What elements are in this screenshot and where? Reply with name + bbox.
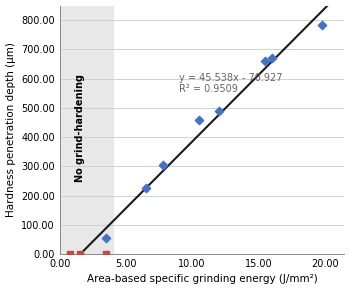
Point	[269, 56, 274, 61]
Point	[196, 117, 202, 122]
Point	[262, 59, 268, 64]
Bar	[60, 6, 113, 254]
Point	[103, 252, 109, 256]
Text: No grind-hardening: No grind-hardening	[75, 74, 85, 182]
Point	[216, 108, 222, 113]
Point	[319, 22, 325, 27]
Point	[77, 252, 82, 256]
Text: y = 45.538x - 70.927
R² = 0.9509: y = 45.538x - 70.927 R² = 0.9509	[179, 73, 282, 94]
X-axis label: Area-based specific grinding energy (J/mm²): Area-based specific grinding energy (J/m…	[87, 274, 317, 284]
Y-axis label: Hardness penetration depth (µm): Hardness penetration depth (µm)	[6, 42, 15, 217]
Point	[103, 236, 109, 240]
Point	[143, 186, 149, 191]
Point	[160, 163, 166, 167]
Point	[68, 252, 73, 256]
